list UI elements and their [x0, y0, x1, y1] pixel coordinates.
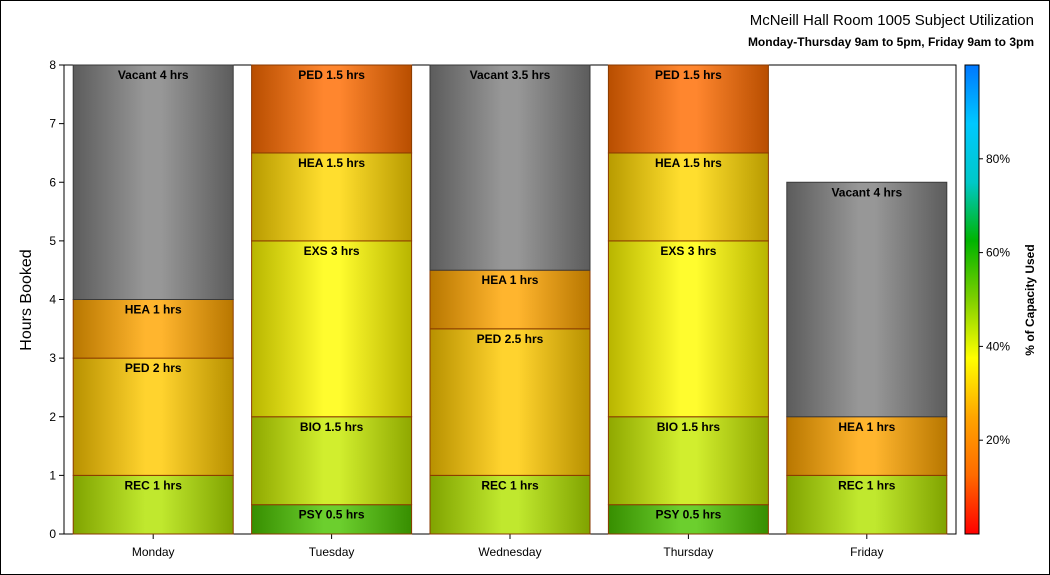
- bar-segment-label: REC 1 hrs: [838, 478, 896, 492]
- bar-segment: [786, 416, 948, 476]
- chart-subtitle: Monday-Thursday 9am to 5pm, Friday 9am t…: [747, 35, 1034, 49]
- bar-segment: [607, 504, 769, 535]
- bar-segment-label: PSY 0.5 hrs: [655, 508, 721, 522]
- bar-segment: [607, 240, 769, 418]
- bar-segment: [251, 64, 413, 154]
- colorbar-tick-label: 40%: [986, 339, 1010, 353]
- bar-segment-label: PED 1.5 hrs: [655, 68, 722, 82]
- colorbar-tick-label: 60%: [986, 246, 1010, 260]
- bar-segment-label: REC 1 hrs: [481, 478, 539, 492]
- bar-stack-thursday: PSY 0.5 hrs BIO 1.5 hrs EXS 3 hrs HEA 1.5 h…: [607, 64, 769, 535]
- bar-segment-label: HEA 1.5 hrs: [298, 156, 365, 170]
- x-axis: Monday Tuesday Wednesday Thursday Friday: [132, 534, 883, 559]
- bar-segment: [72, 299, 234, 359]
- bar-segment: [72, 64, 234, 300]
- bar-segment: [429, 474, 591, 535]
- bar-segment: [429, 269, 591, 330]
- bar-segment-label: EXS 3 hrs: [304, 244, 360, 258]
- colorbar-gradient: [964, 64, 980, 535]
- bar-segment: [786, 181, 948, 418]
- colorbar-tick-label: 80%: [986, 152, 1010, 166]
- bar-segment-label: BIO 1.5 hrs: [657, 420, 721, 434]
- x-tick-label: Tuesday: [309, 545, 355, 559]
- y-tick-label: 4: [49, 293, 56, 307]
- bars: REC 1 hrs PED 2 hrs HEA 1 hrs Vacant 4 hrs P…: [72, 64, 948, 535]
- bar-segment: [251, 240, 413, 418]
- bar-segment: [429, 64, 591, 271]
- y-tick-label: 2: [49, 410, 56, 424]
- bar-segment-label: HEA 1.5 hrs: [655, 156, 722, 170]
- bar-segment-label: Vacant 3.5 hrs: [470, 68, 551, 82]
- colorbar-tick-label: 20%: [986, 433, 1010, 447]
- bar-segment-label: BIO 1.5 hrs: [300, 420, 364, 434]
- capacity-colorbar: 20% 40% 60% 80%: [964, 64, 1010, 535]
- bar-stack-tuesday: PSY 0.5 hrs BIO 1.5 hrs EXS 3 hrs HEA 1.5 h…: [251, 64, 413, 535]
- y-axis: 0 1 2 3 4 5 6 7 8: [49, 58, 64, 541]
- colorbar-title: % of Capacity Used: [1023, 244, 1037, 355]
- bar-segment-label: HEA 1 hrs: [838, 420, 895, 434]
- x-tick-label: Friday: [850, 545, 883, 559]
- y-tick-label: 6: [49, 175, 56, 189]
- bar-segment: [607, 64, 769, 154]
- bar-segment-label: Vacant 4 hrs: [831, 185, 902, 199]
- bar-segment-label: PSY 0.5 hrs: [299, 508, 365, 522]
- bar-segment: [72, 357, 234, 476]
- bar-segment-label: Vacant 4 hrs: [118, 68, 189, 82]
- x-tick-label: Thursday: [663, 545, 713, 559]
- bar-segment-label: EXS 3 hrs: [660, 244, 716, 258]
- y-tick-label: 1: [49, 468, 56, 482]
- y-tick-label: 0: [49, 527, 56, 541]
- y-tick-label: 3: [49, 351, 56, 365]
- bar-segment-label: HEA 1 hrs: [125, 303, 182, 317]
- x-tick-label: Monday: [132, 545, 175, 559]
- bar-stack-friday: REC 1 hrs HEA 1 hrs Vacant 4 hrs: [786, 181, 948, 535]
- bar-segment: [251, 152, 413, 242]
- y-tick-label: 8: [49, 58, 56, 72]
- bar-segment: [251, 504, 413, 535]
- x-tick-label: Wednesday: [478, 545, 541, 559]
- bar-segment: [607, 416, 769, 506]
- y-tick-label: 5: [49, 234, 56, 248]
- bar-segment: [251, 416, 413, 506]
- bar-segment: [72, 474, 234, 535]
- bar-stack-monday: REC 1 hrs PED 2 hrs HEA 1 hrs Vacant 4 hrs: [72, 64, 234, 535]
- y-axis-title: Hours Booked: [18, 249, 35, 350]
- bar-segment-label: HEA 1 hrs: [482, 273, 539, 287]
- bar-segment: [607, 152, 769, 242]
- chart-title: McNeill Hall Room 1005 Subject Utilizati…: [749, 12, 1034, 29]
- bar-segment-label: REC 1 hrs: [125, 478, 183, 492]
- bar-segment-label: PED 2.5 hrs: [477, 332, 544, 346]
- bar-segment: [429, 328, 591, 476]
- bar-segment-label: PED 2 hrs: [125, 361, 182, 375]
- bar-segment-label: PED 1.5 hrs: [298, 68, 365, 82]
- bar-stack-wednesday: REC 1 hrs PED 2.5 hrs HEA 1 hrs Vacant 3.5 …: [429, 64, 591, 535]
- y-tick-label: 7: [49, 117, 56, 131]
